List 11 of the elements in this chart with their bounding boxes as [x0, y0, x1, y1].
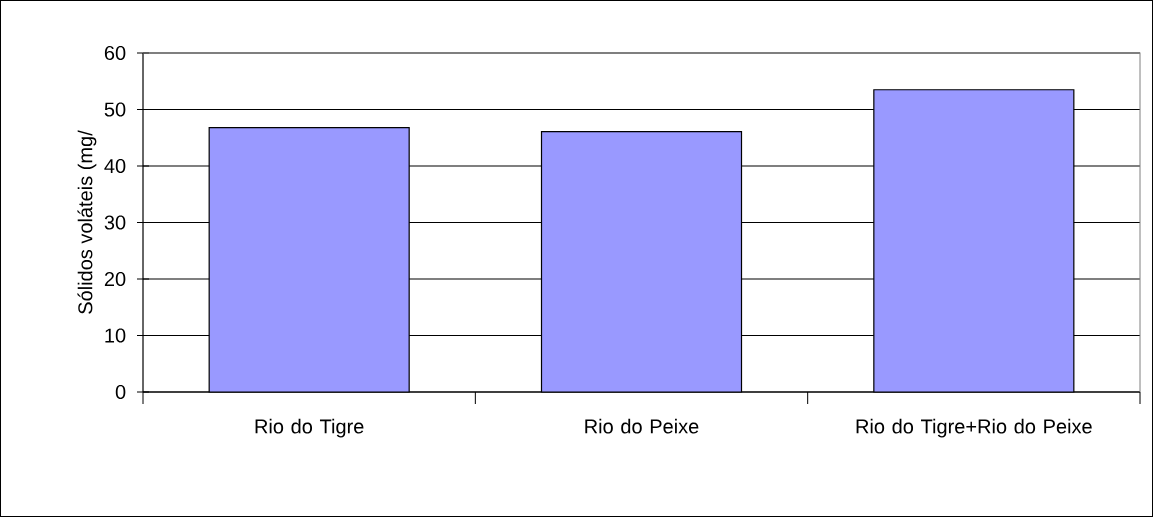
y-tick-label: 40 [104, 158, 126, 174]
x-tick-label: Rio do Peixe [585, 418, 699, 434]
x-tick-label: Rio do Tigre [255, 418, 364, 438]
y-tick-label: 60 [104, 45, 126, 61]
y-tick-label: 20 [104, 271, 126, 287]
y-tick-label: 10 [105, 328, 126, 343]
y-tick-label: 30 [104, 215, 126, 230]
y-tick-label: 50 [104, 102, 126, 117]
x-tick-label: Rio do Tigre+Rio do Peixe [856, 418, 1092, 438]
y-axis-title: Sólidos voláteis (mg/ [77, 130, 97, 314]
y-tick-label: 0 [115, 384, 126, 400]
